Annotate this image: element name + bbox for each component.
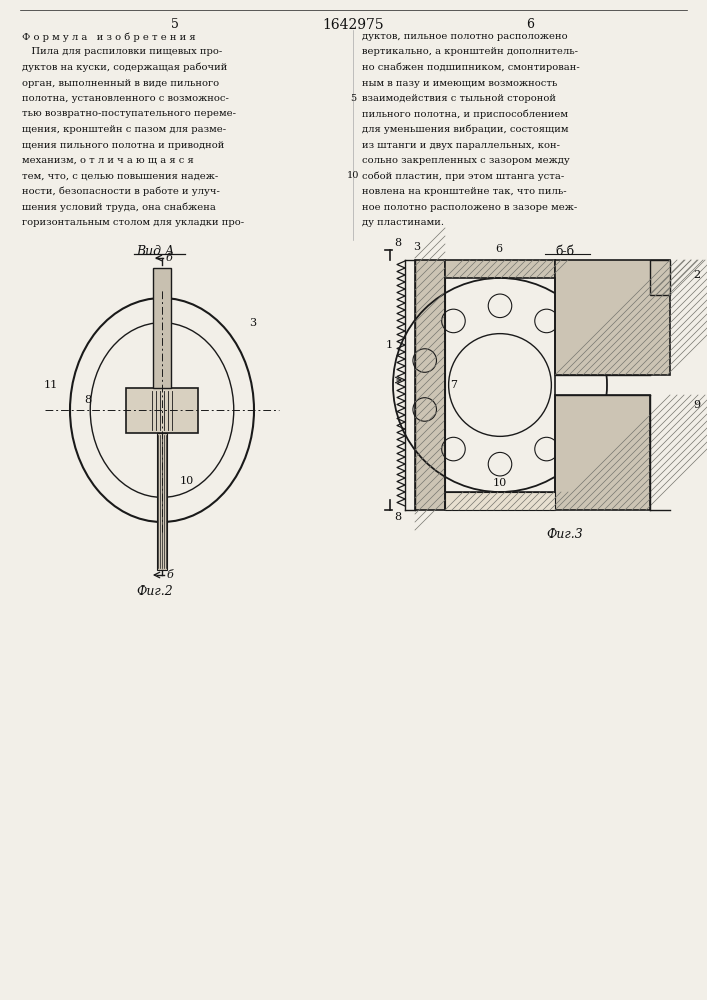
Text: горизонтальным столом для укладки про-: горизонтальным столом для укладки про-: [22, 218, 244, 227]
Text: 10: 10: [180, 476, 194, 486]
Bar: [445, 492, 555, 510]
Text: Пила для распиловки пищевых про-: Пила для распиловки пищевых про-: [22, 47, 222, 56]
Text: 7: 7: [450, 380, 457, 390]
Text: Фиг.3: Фиг.3: [547, 528, 583, 541]
Text: из штанги и двух параллельных, кон-: из штанги и двух параллельных, кон-: [362, 140, 560, 149]
Text: ности, безопасности в работе и улуч-: ности, безопасности в работе и улуч-: [22, 187, 220, 196]
Bar: [555, 395, 650, 510]
Text: 8: 8: [84, 395, 91, 405]
Text: полотна, установленного с возможнос-: полотна, установленного с возможнос-: [22, 94, 229, 103]
Text: пильного полотна, и приспособлением: пильного полотна, и приспособлением: [362, 109, 568, 119]
Text: щения пильного полотна и приводной: щения пильного полотна и приводной: [22, 140, 224, 149]
Bar: [445, 492, 555, 510]
Text: 6: 6: [495, 244, 502, 254]
Text: 9: 9: [693, 400, 700, 410]
Text: ное полотно расположено в зазоре меж-: ное полотно расположено в зазоре меж-: [362, 202, 577, 212]
Text: 5: 5: [171, 18, 179, 31]
Text: собой пластин, при этом штанга уста-: собой пластин, при этом штанга уста-: [362, 172, 564, 181]
Text: дуктов на куски, содержащая рабочий: дуктов на куски, содержащая рабочий: [22, 63, 228, 73]
Text: б-б: б-б: [556, 245, 575, 258]
Text: орган, выполненный в виде пильного: орган, выполненный в виде пильного: [22, 79, 219, 88]
Text: взаимодействия с тыльной стороной: взаимодействия с тыльной стороной: [362, 94, 556, 103]
Text: 1: 1: [386, 340, 393, 350]
Text: для уменьшения вибрации, состоящим: для уменьшения вибрации, состоящим: [362, 125, 568, 134]
Bar: [126, 387, 198, 432]
Bar: [153, 268, 171, 387]
Text: 8: 8: [394, 512, 401, 522]
Text: ным в пазу и имеющим возможность: ным в пазу и имеющим возможность: [362, 79, 557, 88]
Bar: [157, 432, 167, 570]
Text: 3: 3: [249, 318, 256, 328]
Bar: [555, 260, 670, 375]
Text: вертикально, а кронштейн дополнитель-: вертикально, а кронштейн дополнитель-: [362, 47, 578, 56]
Text: 2: 2: [693, 270, 700, 280]
Text: Вид А: Вид А: [136, 245, 174, 258]
Text: б: б: [165, 253, 172, 263]
Text: щения, кронштейн с пазом для разме-: щения, кронштейн с пазом для разме-: [22, 125, 226, 134]
Text: механизм, о т л и ч а ю щ а я с я: механизм, о т л и ч а ю щ а я с я: [22, 156, 194, 165]
Text: 3: 3: [413, 242, 420, 252]
Text: 11: 11: [44, 380, 58, 390]
Text: 10: 10: [493, 478, 507, 488]
Text: тью возвратно-поступательного переме-: тью возвратно-поступательного переме-: [22, 109, 236, 118]
Bar: [445, 260, 555, 278]
Text: Фиг.2: Фиг.2: [136, 585, 173, 598]
Text: 8: 8: [394, 238, 401, 248]
Text: новлена на кронштейне так, что пиль-: новлена на кронштейне так, что пиль-: [362, 187, 566, 196]
Text: сольно закрепленных с зазором между: сольно закрепленных с зазором между: [362, 156, 570, 165]
Text: но снабжен подшипником, смонтирован-: но снабжен подшипником, смонтирован-: [362, 63, 580, 73]
Bar: [415, 260, 445, 510]
Text: шения условий труда, она снабжена: шения условий труда, она снабжена: [22, 202, 216, 212]
Text: Ф о р м у л а   и з о б р е т е н и я: Ф о р м у л а и з о б р е т е н и я: [22, 32, 196, 41]
Text: б: б: [166, 570, 173, 580]
Text: тем, что, с целью повышения надеж-: тем, что, с целью повышения надеж-: [22, 172, 218, 180]
Text: 5: 5: [350, 94, 356, 103]
Text: 6: 6: [526, 18, 534, 31]
Text: 10: 10: [347, 172, 359, 180]
Bar: [650, 260, 670, 295]
Text: ду пластинами.: ду пластинами.: [362, 218, 444, 227]
Text: 1642975: 1642975: [322, 18, 384, 32]
Text: дуктов, пильное полотно расположено: дуктов, пильное полотно расположено: [362, 32, 568, 41]
